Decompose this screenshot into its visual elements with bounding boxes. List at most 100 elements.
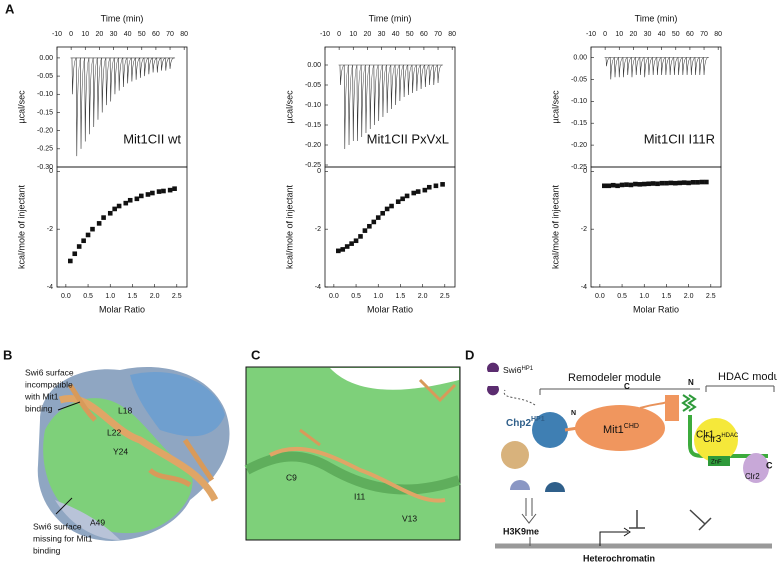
note: Swi6 surface [33,521,82,531]
data-point [641,181,647,187]
tick-label: 0 [49,168,53,175]
data-point [90,226,95,232]
data-point [81,238,86,244]
injection-peak [130,57,137,82]
tick-label: -10 [586,31,596,38]
tick-label: 70 [434,31,442,38]
data-point [646,181,651,187]
data-point [384,206,390,212]
axis-title: kcal/mole of injectant [550,184,560,269]
superscript: HP1 [521,366,533,372]
data-point [375,215,381,220]
tick-label: 20 [95,31,103,38]
tick-label: -4 [47,284,53,291]
data-point [150,190,155,196]
axis-title: Time (min) [369,13,412,23]
data-point [362,228,368,233]
arrow [521,498,537,524]
axis-title: µcal/sec [550,90,560,124]
label: C [766,460,773,470]
tick-label: 50 [406,31,414,38]
tick-label: -2 [581,226,587,233]
injection-peak [365,64,371,134]
mit1-c-term [665,395,679,421]
residue: A49 [90,517,105,527]
data-point [619,182,625,188]
injection-peak [639,57,645,76]
injection-peak [160,57,166,71]
residue: C9 [286,472,297,482]
chp2-domain [501,441,529,469]
clr1-helix [681,394,697,412]
injection-peak [386,64,392,114]
injection-peak [92,57,99,128]
injection-peak [411,64,417,94]
data-point [422,187,428,193]
tick-label: -10 [52,31,62,38]
label: ZnF [711,460,722,466]
injection-peak [605,57,611,67]
tick-label: 60 [686,31,694,38]
injection-peak [394,64,400,106]
label: Swi6 [503,365,522,375]
tick-label: -0.10 [571,98,587,105]
data-point [395,199,401,204]
data-point [699,179,705,185]
tick-label: 20 [363,31,371,38]
tick-label: -0.25 [305,162,321,169]
data-point [116,203,122,209]
label: Clr1 [696,430,715,441]
label: H3K9me [503,526,539,536]
tick-label: 80 [714,31,722,38]
tick-label: 0 [69,31,73,38]
injection-peak [152,57,158,73]
data-point [123,200,129,206]
tick-label: -0.20 [305,142,321,149]
data-point [624,182,629,187]
tick-label: 1.0 [639,293,649,300]
data-point [404,193,410,199]
injection-peak [143,57,149,77]
injection-peak [609,57,615,80]
axis-title: Molar Ratio [633,304,679,314]
injection-peak [614,57,620,78]
axis-title: kcal/mole of injectant [284,184,294,269]
data-point [367,223,372,229]
panel-label: D [465,347,474,362]
injection-peak [437,64,443,84]
peptide [67,383,215,488]
axis-title: Time (min) [101,13,144,23]
sample-name: Mit1CII wt [123,131,181,146]
tick-label: 10 [81,31,89,38]
data-point [139,193,144,199]
injection-peak [635,57,641,76]
injection-peak [690,57,696,76]
tick-label: 2.0 [418,293,428,300]
peptide [58,394,219,502]
label: Clr3 [703,434,722,445]
data-point [161,188,166,194]
residue: I11 [354,491,365,501]
injection-peak [656,57,662,76]
injection-peak [84,57,90,142]
tick-label: -0.15 [305,122,321,129]
data-point [68,258,73,264]
surface [43,398,193,534]
tick-label: 0.5 [83,293,93,300]
note: binding [33,545,61,555]
tick-label: -0.25 [37,146,53,153]
data-point [668,180,674,186]
injection-peak [169,57,175,69]
data-point [156,189,162,194]
note: missing for Mit1 [33,533,93,543]
tick-label: 1.5 [396,293,406,300]
injection-peak [109,57,115,102]
tick-label: 0.0 [61,293,71,300]
panel-label: A [5,1,15,16]
injection-peak [122,57,128,88]
znf [708,456,730,466]
label: N [688,378,694,387]
label: Mit1 [603,424,624,436]
tick-label: 2.0 [684,293,694,300]
